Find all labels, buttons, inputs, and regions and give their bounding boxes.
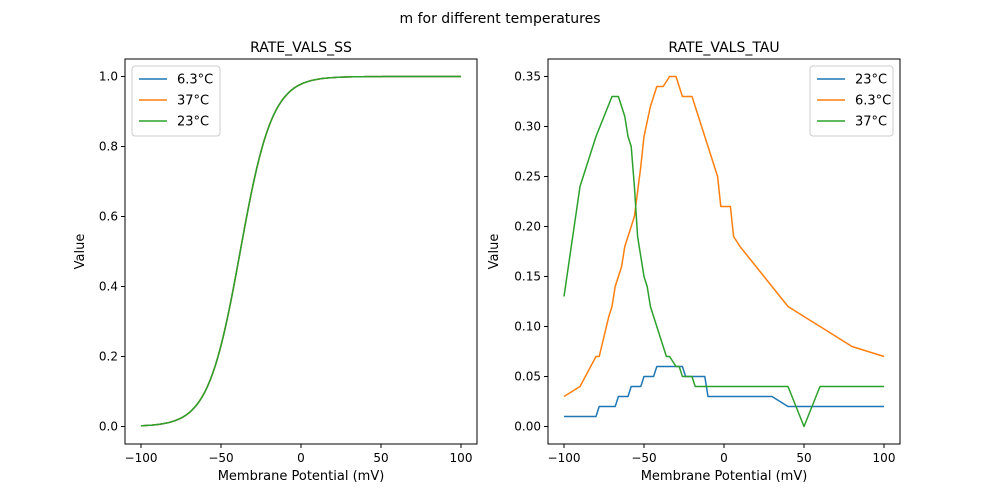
axes-title: RATE_VALS_SS bbox=[250, 40, 352, 56]
y-tick-label: 0.8 bbox=[99, 140, 118, 154]
y-tick-label: 0.6 bbox=[99, 210, 118, 224]
axes-title: RATE_VALS_TAU bbox=[668, 40, 779, 56]
series-line-6-3-Cc bbox=[563, 75, 885, 398]
y-tick-label: 0.30 bbox=[514, 120, 541, 134]
legend-frame bbox=[131, 65, 221, 137]
y-tick-label: 0.2 bbox=[99, 350, 118, 364]
y-tick-label: 0.15 bbox=[514, 270, 541, 284]
series-group bbox=[140, 75, 461, 427]
axes-rate-vals-ss: RATE_VALS_SS −100 −50 0 50 100 0.0 0.2 0.4 0.6 0.8… bbox=[73, 40, 478, 484]
legend-label: 23°C bbox=[177, 115, 209, 130]
x-tick-label: 50 bbox=[796, 451, 811, 465]
x-tick-label: 0 bbox=[297, 451, 305, 465]
legend-label: 6.3°C bbox=[177, 73, 213, 88]
legend-label: 37°C bbox=[855, 115, 887, 130]
series-line-37-Cc bbox=[563, 95, 884, 428]
x-axis-label: Membrane Potential (mV) bbox=[641, 469, 808, 484]
legend-label: 6.3°C bbox=[855, 94, 891, 109]
y-tick-label: 0.10 bbox=[514, 320, 541, 334]
x-tick-label: 50 bbox=[373, 451, 388, 465]
series-group bbox=[563, 75, 885, 428]
y-tick-label: 1.0 bbox=[99, 70, 118, 84]
x-tick-label: −50 bbox=[208, 451, 233, 465]
x-tick-label: 100 bbox=[873, 451, 896, 465]
y-tick-label: 0.25 bbox=[514, 170, 541, 184]
y-tick-label: 0.4 bbox=[99, 280, 118, 294]
x-axis-label: Membrane Potential (mV) bbox=[218, 469, 385, 484]
legend-frame bbox=[809, 65, 894, 137]
y-axis-label: Value bbox=[73, 234, 88, 270]
y-axis-label: Value bbox=[487, 234, 502, 270]
series-line-23-Cc bbox=[140, 75, 461, 427]
y-tick-label: 0.0 bbox=[99, 420, 118, 434]
legend: 6.3°C 37°C 23°C bbox=[131, 65, 221, 137]
axes-rate-vals-tau: RATE_VALS_TAU −100 −50 0 50 100 0.00 0.05 0.10 0.… bbox=[487, 40, 901, 484]
legend-label: 23°C bbox=[855, 73, 887, 88]
y-tick-label: 0.20 bbox=[514, 220, 541, 234]
x-tick-label: 0 bbox=[720, 451, 728, 465]
x-tick-label: −100 bbox=[548, 451, 581, 465]
x-tick-label: −50 bbox=[631, 451, 656, 465]
figure-suptitle: m for different temperatures bbox=[400, 11, 601, 27]
x-tick-label: 100 bbox=[450, 451, 473, 465]
y-tick-label: 0.05 bbox=[514, 370, 541, 384]
y-tick-label: 0.00 bbox=[514, 420, 541, 434]
y-tick-label: 0.35 bbox=[514, 70, 541, 84]
legend: 23°C 6.3°C 37°C bbox=[809, 65, 894, 137]
legend-label: 37°C bbox=[177, 94, 209, 109]
x-tick-label: −100 bbox=[125, 451, 158, 465]
